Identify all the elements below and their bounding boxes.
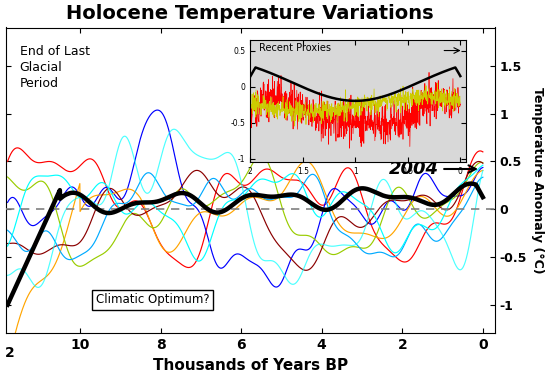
- Y-axis label: Temperature Anomaly (°C): Temperature Anomaly (°C): [531, 87, 544, 274]
- Text: 2004: 2004: [389, 160, 476, 178]
- Text: 2: 2: [5, 346, 14, 360]
- Title: Holocene Temperature Variations: Holocene Temperature Variations: [66, 4, 434, 23]
- Text: Climatic Optimum?: Climatic Optimum?: [96, 293, 209, 307]
- X-axis label: Thousands of Years BP: Thousands of Years BP: [153, 358, 348, 373]
- Text: End of Last
Glacial
Period: End of Last Glacial Period: [20, 45, 90, 90]
